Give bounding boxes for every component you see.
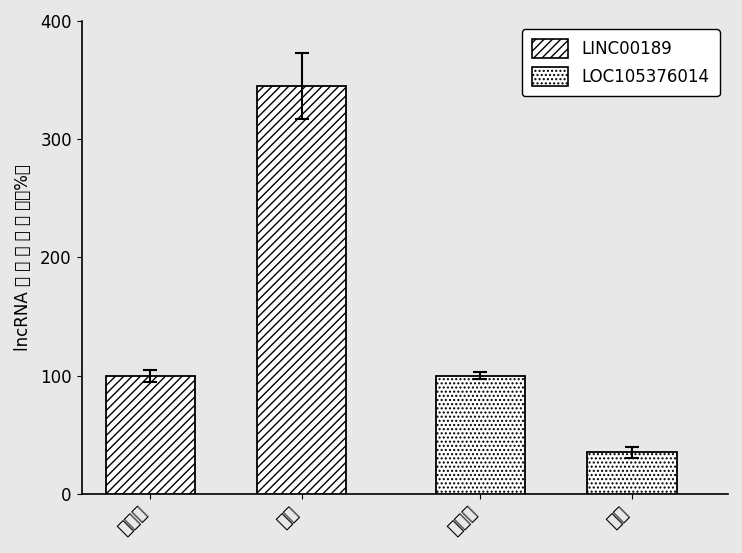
Legend: LINC00189, LOC105376014: LINC00189, LOC105376014 bbox=[522, 29, 720, 96]
Bar bbox=[257, 86, 347, 494]
Bar bbox=[436, 375, 525, 494]
Bar bbox=[587, 452, 677, 494]
Bar bbox=[105, 375, 195, 494]
Y-axis label: lncRNA 的 相 对 表 达 量（%）: lncRNA 的 相 对 表 达 量（%） bbox=[14, 164, 32, 351]
